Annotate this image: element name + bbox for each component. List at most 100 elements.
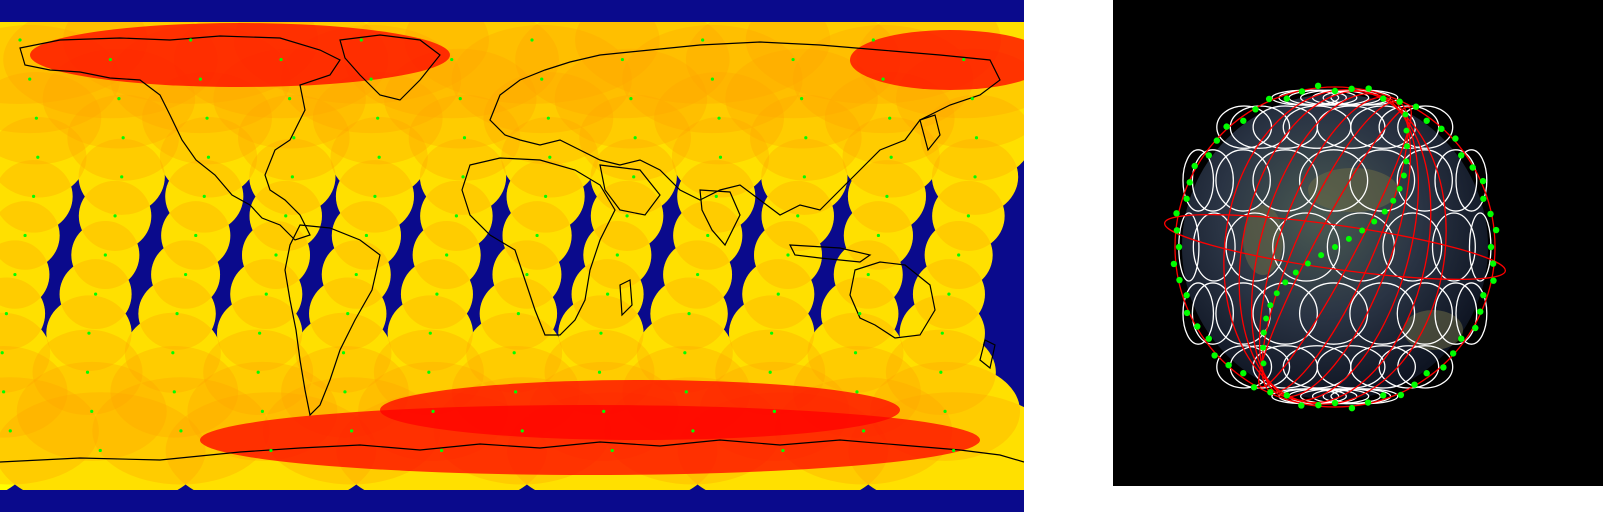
satellite-marker — [1449, 350, 1457, 357]
coverage-overlap — [920, 94, 1024, 181]
satellite-marker — [1298, 88, 1306, 95]
satellite-point — [691, 429, 695, 433]
coverage-overlap — [0, 117, 87, 198]
globe-3d-panel — [1113, 0, 1603, 486]
satellite-point — [23, 233, 27, 238]
satellite-marker — [1402, 111, 1409, 118]
satellite-marker — [1225, 361, 1232, 369]
satellite-point — [171, 351, 175, 355]
footprint-ring — [1316, 105, 1386, 149]
satellite-point — [369, 77, 373, 81]
satellite-marker — [1283, 392, 1290, 399]
satellite-marker — [1412, 103, 1420, 110]
satellite-point — [602, 409, 606, 413]
satellite-point — [701, 38, 705, 42]
satellite-marker — [1490, 277, 1497, 284]
satellite-marker — [1240, 370, 1247, 377]
coverage-overlap — [0, 201, 60, 270]
satellite-marker — [1396, 98, 1403, 105]
satellite-marker — [1191, 162, 1198, 170]
satellite-point — [445, 253, 449, 257]
satellite-point — [284, 214, 288, 218]
satellite-point — [633, 136, 637, 140]
coverage-overlap — [0, 160, 73, 233]
satellite-point — [957, 253, 961, 257]
satellite-point — [343, 390, 347, 394]
satellite-point — [695, 272, 700, 277]
satellite-marker — [1403, 143, 1410, 150]
satellite-point — [32, 194, 36, 198]
satellite-point — [772, 409, 776, 413]
satellite-marker — [1489, 260, 1497, 267]
satellite-marker — [1267, 389, 1274, 396]
satellite-point — [117, 97, 121, 101]
satellite-point — [431, 409, 435, 413]
satellite-marker — [1472, 324, 1479, 332]
footprint-ring — [1191, 282, 1234, 345]
satellite-point — [535, 233, 539, 238]
satellite-marker — [1186, 179, 1193, 186]
satellite-point — [28, 77, 32, 81]
satellite-point — [512, 351, 516, 355]
satellite-marker — [1371, 218, 1378, 225]
satellite-point — [4, 312, 8, 316]
polar-orbit — [1258, 96, 1412, 398]
satellite-point — [373, 194, 377, 198]
satellite-marker — [1403, 158, 1410, 165]
orbit-planes — [1163, 86, 1507, 408]
satellite-marker — [1332, 244, 1338, 250]
satellite-point — [855, 390, 859, 394]
satellite-point — [781, 448, 785, 453]
satellite-marker — [1359, 227, 1366, 234]
satellite-point — [288, 97, 292, 101]
new-zealand-outline — [979, 339, 996, 370]
greenland-outline — [339, 34, 441, 101]
satellite-point — [377, 155, 381, 159]
satellite-marker — [1469, 164, 1476, 171]
satellite-marker — [1240, 117, 1247, 124]
satellite-point — [632, 175, 636, 179]
satellite-point — [714, 194, 718, 198]
satellite-points — [0, 38, 979, 453]
satellite-point — [198, 77, 202, 81]
satellite-marker — [1170, 260, 1178, 268]
satellite-marker — [1211, 352, 1218, 359]
satellite-point — [454, 214, 458, 218]
satellite-point — [853, 351, 858, 355]
satellite-point — [172, 390, 176, 394]
coverage-footprint — [0, 115, 9, 161]
madagascar-outline — [619, 279, 633, 317]
satellite-marker — [1381, 208, 1388, 215]
south-america-outline — [284, 224, 381, 417]
satellite-marker — [1282, 279, 1289, 286]
satellite-point — [858, 312, 862, 316]
satellite-marker — [1283, 95, 1290, 102]
satellite-point — [183, 272, 188, 277]
satellite-point — [189, 38, 193, 42]
coverage-map — [0, 0, 1024, 512]
satellite-point — [202, 194, 206, 198]
coverage-overlap — [0, 392, 206, 509]
satellite-point — [346, 312, 350, 316]
satellite-marker — [1364, 399, 1372, 406]
footprint-ring — [1382, 212, 1443, 282]
satellite-point — [516, 312, 520, 316]
satellite-marker — [1440, 364, 1447, 371]
footprint-ring — [1455, 282, 1488, 345]
satellite-marker — [1223, 123, 1230, 130]
satellite-marker — [1396, 185, 1403, 192]
satellite-point — [770, 331, 774, 335]
footprint-ring — [1272, 212, 1341, 282]
satellite-point — [13, 272, 17, 277]
satellite-marker — [1318, 252, 1325, 259]
satellite-point — [520, 429, 524, 433]
satellite-marker — [1292, 269, 1299, 276]
satellite-point — [881, 77, 885, 81]
satellite-marker — [1487, 243, 1495, 251]
satellite-point — [264, 292, 268, 296]
coverage-overlap — [404, 0, 660, 104]
footprint-ring — [1396, 149, 1453, 212]
coverage-multi-overlap — [850, 30, 1024, 90]
satellite-marker — [1298, 402, 1305, 409]
satellite-marker — [1265, 95, 1273, 103]
